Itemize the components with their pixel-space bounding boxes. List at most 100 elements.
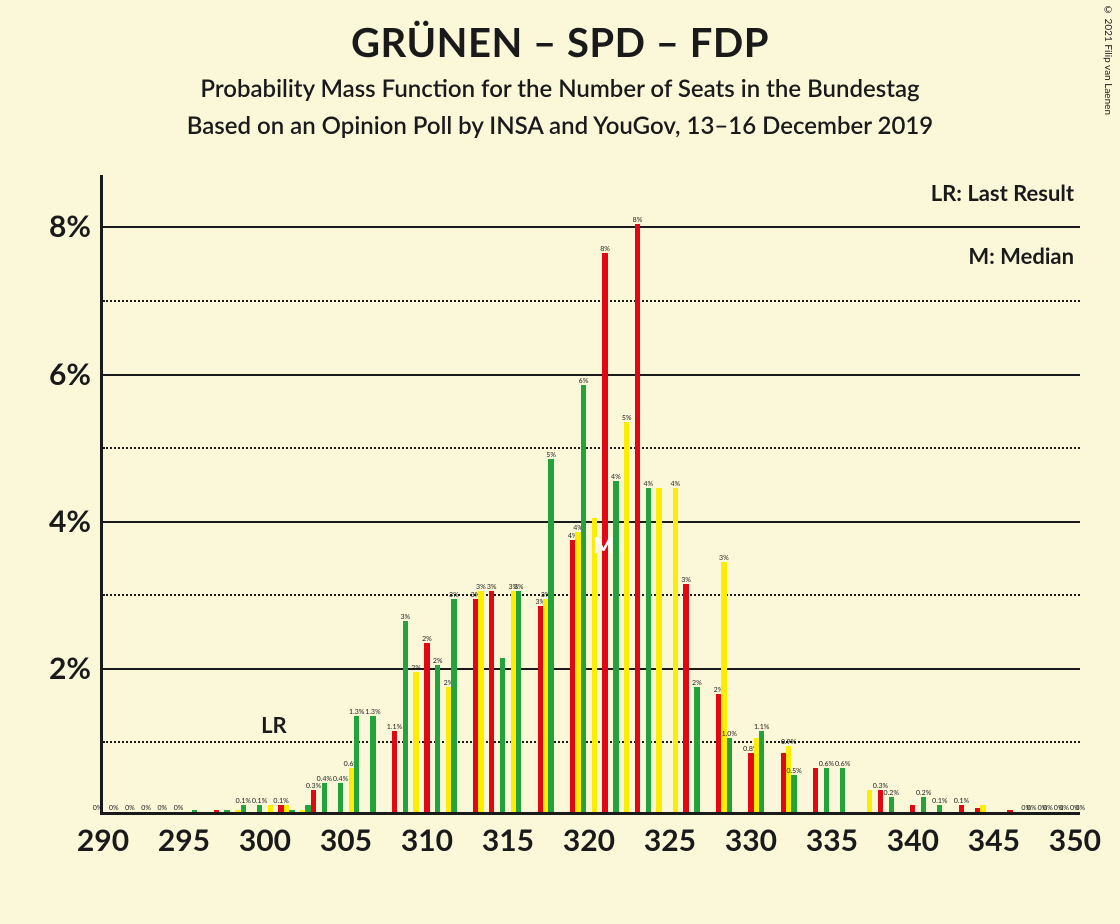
bar-value-label: 2% (422, 635, 432, 643)
legend: LR: Last Result M: Median (931, 179, 1074, 305)
bar-gruenen: 0.2% (889, 797, 894, 812)
bar-gruenen: 0.1% (937, 805, 942, 812)
bar-spd: 2% (424, 643, 429, 812)
bar-value-label: 3% (719, 554, 729, 562)
x-tick-label: 325 (644, 812, 696, 858)
grid-major (103, 374, 1080, 376)
bar-value-label: 0% (141, 804, 151, 812)
bar-spd: 3% (489, 591, 494, 812)
x-tick-label: 350 (1049, 812, 1101, 858)
bar-value-label: 4% (643, 480, 653, 488)
bar-value-label: 1.1% (754, 723, 769, 731)
legend-last-result: LR: Last Result (931, 179, 1074, 206)
bar-fdp: 4% (673, 488, 678, 812)
title-block: GRÜNEN – SPD – FDP Probability Mass Func… (0, 0, 1120, 140)
bar-gruenen: 1.1% (759, 731, 764, 812)
bar-value-label: 0.4% (333, 775, 348, 783)
bar-value-label: 0.1% (954, 797, 969, 805)
bar-value-label: 8% (600, 245, 610, 253)
x-tick-label: 330 (725, 812, 777, 858)
bar-gruenen: 0.5% (791, 775, 796, 812)
bar-value-label: 1.3% (365, 708, 380, 716)
bar-fdp (980, 805, 985, 812)
bar-value-label: 2% (411, 664, 421, 672)
bar-value-label: 4% (670, 480, 680, 488)
bar-value-label: 0% (174, 804, 184, 812)
bar-spd (1007, 810, 1012, 812)
bar-value-label: 0.4% (317, 775, 332, 783)
bar-gruenen (500, 658, 505, 812)
bar-spd: 3% (683, 584, 688, 812)
x-tick-label: 310 (401, 812, 453, 858)
bar-gruenen: 4% (613, 481, 618, 812)
bar-gruenen (224, 810, 229, 812)
bar-value-label: 0% (1059, 804, 1069, 812)
bar-spd (214, 810, 219, 812)
annotation-last-result: LR (261, 711, 287, 738)
y-tick-label: 6% (49, 356, 103, 392)
x-tick-label: 345 (968, 812, 1020, 858)
y-tick-label: 4% (49, 503, 103, 539)
bar-value-label: 0.6% (819, 760, 834, 768)
bar-value-label: 3% (681, 576, 691, 584)
bar-spd: 1.1% (392, 731, 397, 812)
bar-gruenen: 5% (548, 459, 553, 812)
bar-value-label: 0% (93, 804, 103, 812)
bar-gruenen: 1.0% (727, 738, 732, 812)
bar-value-label: 0% (1027, 804, 1037, 812)
bar-spd: 0.1% (959, 805, 964, 812)
bar-spd: 0.3% (311, 790, 316, 812)
bar-value-label: 0.1% (252, 797, 267, 805)
chart-subtitle-2: Based on an Opinion Poll by INSA and You… (0, 111, 1120, 140)
x-tick-label: 295 (158, 812, 210, 858)
bar-value-label: 0.1% (236, 797, 251, 805)
bar-spd (813, 768, 818, 812)
bar-value-label: 0.2% (884, 789, 899, 797)
bar-gruenen: 1.3% (370, 716, 375, 812)
bar-value-label: 3% (476, 583, 486, 591)
x-tick-label: 290 (77, 812, 129, 858)
bar-value-label: 3% (514, 583, 524, 591)
bar-gruenen: 3% (403, 621, 408, 812)
bar-fdp (268, 805, 273, 812)
bar-value-label: 0% (1075, 804, 1085, 812)
bar-fdp (592, 518, 597, 812)
bar-value-label: 8% (633, 216, 643, 224)
bar-value-label: 2% (692, 679, 702, 687)
annotation-median: M (593, 531, 614, 558)
bar-gruenen (192, 810, 197, 812)
bar-gruenen: 3% (451, 599, 456, 812)
bar-spd (910, 805, 915, 812)
y-tick-label: 2% (49, 650, 103, 686)
bar-gruenen: 0.6% (824, 768, 829, 812)
bar-fdp: 2% (413, 672, 418, 812)
bar-value-label: 0.5% (786, 767, 801, 775)
bar-value-label: 0% (125, 804, 135, 812)
bar-gruenen: 0.4% (338, 783, 343, 812)
grid-minor (103, 447, 1080, 449)
bar-fdp (867, 790, 872, 812)
plot-area: LR: Last Result M: Median 2%4%6%8%290295… (100, 175, 1080, 815)
chart-title: GRÜNEN – SPD – FDP (0, 18, 1120, 66)
bar-gruenen: 1.3% (354, 716, 359, 812)
bar-gruenen: 0.1% (257, 805, 262, 812)
bar-value-label: 3% (400, 613, 410, 621)
bar-value-label: 1.3% (349, 708, 364, 716)
bar-value-label: 0.1% (932, 797, 947, 805)
bar-gruenen: 0.4% (322, 783, 327, 812)
bar-value-label: 1.1% (387, 723, 402, 731)
bar-gruenen: 4% (646, 488, 651, 812)
bar-gruenen: 2% (694, 687, 699, 812)
bar-value-label: 5% (546, 451, 556, 459)
bar-fdp: 5% (624, 422, 629, 812)
bar-gruenen: 3% (516, 591, 521, 812)
bar-spd: 8% (635, 224, 640, 813)
bar-gruenen (289, 810, 294, 812)
bar-value-label: 0% (157, 804, 167, 812)
bar-value-label: 2% (433, 657, 443, 665)
x-tick-label: 315 (482, 812, 534, 858)
x-tick-label: 340 (887, 812, 939, 858)
copyright-text: © 2021 Filip van Laenen (1102, 4, 1114, 115)
bar-value-label: 0.1% (273, 797, 288, 805)
bar-gruenen: 0.1% (241, 805, 246, 812)
